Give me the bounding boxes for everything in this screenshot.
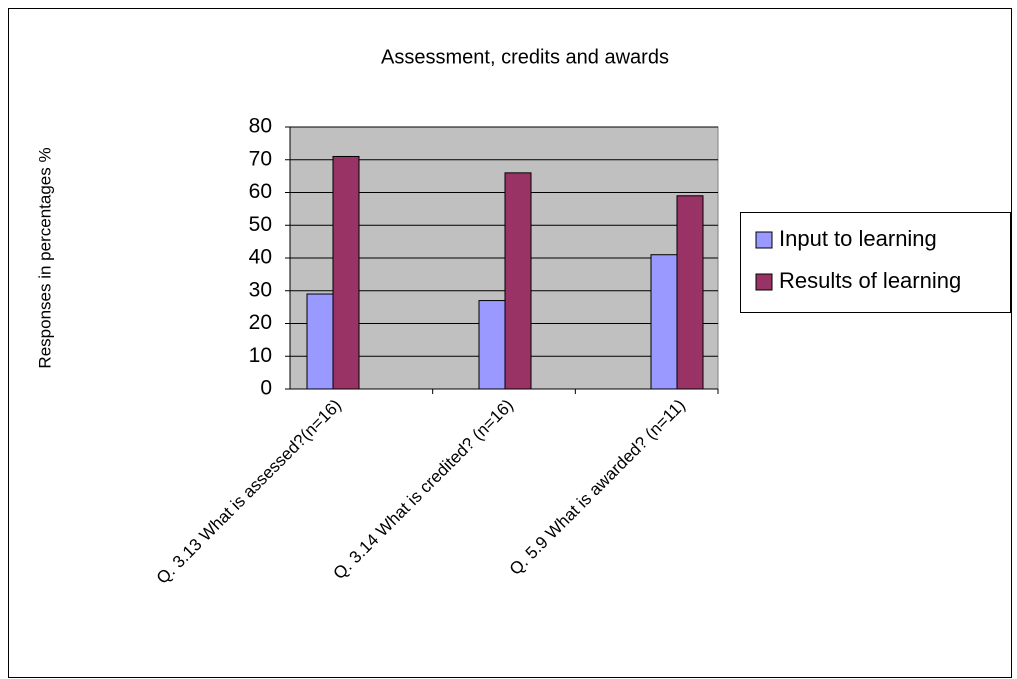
y-tick-label: 50 [249,213,272,236]
legend-swatch [755,231,773,249]
y-tick-label: 40 [249,246,272,269]
chart-title: Assessment, credits and awards [381,46,669,68]
bar [306,293,334,390]
legend-label: Results of learning [779,268,961,293]
y-tick-label: 60 [249,180,272,203]
legend-swatch [755,273,773,291]
y-tick-label: 10 [249,344,272,367]
bar [676,195,704,390]
y-tick-label: 20 [249,311,272,334]
legend-label: Input to learning [779,226,937,251]
y-tick-label: 80 [249,115,272,138]
y-axis-label: Responses in percentages % [35,147,54,368]
bar [650,254,678,390]
y-tick-label: 70 [249,147,272,170]
y-tick-label: 30 [249,278,272,301]
bar [332,155,360,390]
legend [740,212,1011,313]
bar [478,300,506,390]
y-tick-label: 0 [260,377,272,400]
bar [504,172,532,390]
